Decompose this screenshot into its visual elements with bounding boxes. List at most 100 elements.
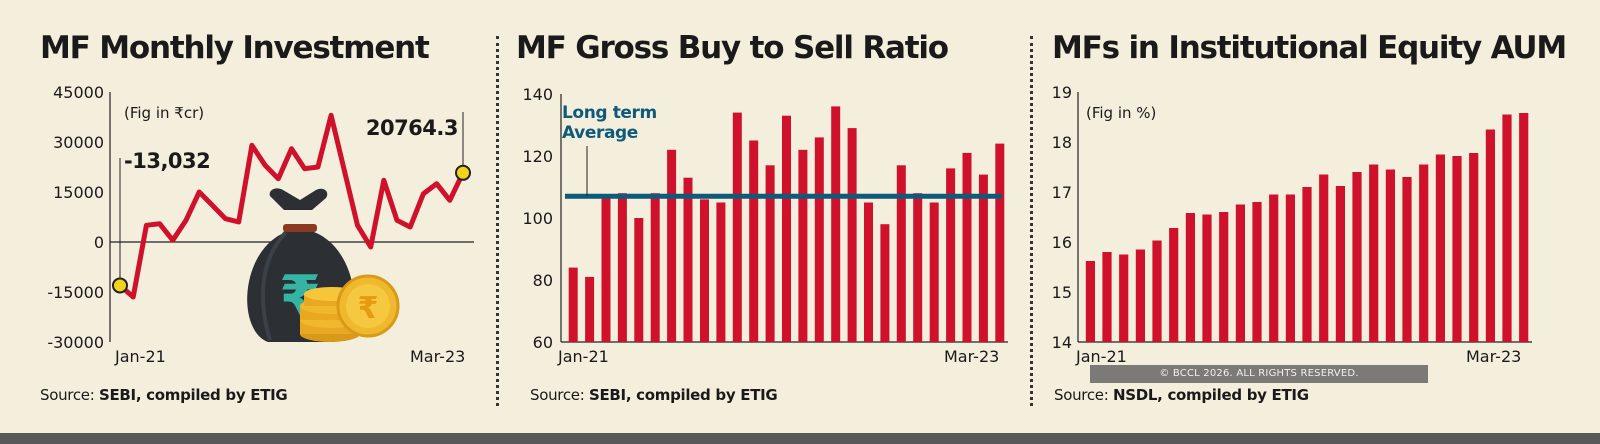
y-tick-label: 19 xyxy=(1052,83,1072,102)
bar xyxy=(568,267,578,342)
panel-divider xyxy=(1030,36,1033,406)
y-tick-label: 45000 xyxy=(53,83,104,102)
bar xyxy=(601,196,611,342)
x-start-label: Jan-21 xyxy=(1075,347,1127,366)
bar xyxy=(1285,194,1295,342)
bar xyxy=(1235,204,1245,342)
y-tick-label: 15000 xyxy=(53,183,104,202)
x-end-label: Mar-23 xyxy=(944,347,999,366)
chart-title: MF Monthly Investment xyxy=(40,30,430,66)
bar xyxy=(1202,214,1212,342)
x-end-label: Mar-23 xyxy=(1466,347,1521,366)
copyright-watermark: © BCCL 2026. ALL RIGHTS RESERVED. xyxy=(1090,365,1428,383)
bar xyxy=(880,224,890,342)
bar xyxy=(1335,186,1345,342)
bar xyxy=(634,218,644,342)
y-tick-label: -15000 xyxy=(47,283,104,302)
y-tick-label: 60 xyxy=(533,333,553,352)
chart-source: Source: SEBI, compiled by ETIG xyxy=(40,386,288,404)
chart-source: Source: NSDL, compiled by ETIG xyxy=(1054,386,1309,404)
panel-equity-aum: MFs in Institutional Equity AUM Source: … xyxy=(1052,0,1592,434)
bar xyxy=(1269,194,1279,342)
reference-label: Long term xyxy=(562,103,657,123)
chart-title: MF Gross Buy to Sell Ratio xyxy=(516,30,949,66)
source-text: SEBI, compiled by ETIG xyxy=(98,386,288,404)
bar xyxy=(1502,114,1512,342)
bottom-bar xyxy=(0,433,1600,444)
y-tick-label: 18 xyxy=(1052,133,1072,152)
bar xyxy=(864,202,873,342)
bar xyxy=(814,137,824,342)
bar xyxy=(617,193,627,342)
svg-text:₹: ₹ xyxy=(358,291,379,326)
bar xyxy=(1469,153,1479,342)
bar xyxy=(650,193,660,342)
bar xyxy=(732,112,742,342)
y-tick-label: 0 xyxy=(94,233,104,252)
y-tick-label: -30000 xyxy=(47,333,104,352)
bar xyxy=(1485,129,1495,342)
bar xyxy=(1119,254,1129,342)
bar xyxy=(585,276,595,342)
bar xyxy=(1369,164,1379,342)
bar xyxy=(1385,169,1395,342)
y-tick-label: 15 xyxy=(1052,283,1072,302)
bar xyxy=(667,149,677,342)
panel-buy-sell-ratio: MF Gross Buy to Sell Ratio Source: SEBI,… xyxy=(516,0,1006,434)
chart-source: Source: SEBI, compiled by ETIG xyxy=(530,386,778,404)
bar xyxy=(847,128,857,342)
panel-monthly-investment: MF Monthly Investment Source: SEBI, comp… xyxy=(40,0,480,434)
bar xyxy=(1302,187,1312,342)
bar xyxy=(1419,164,1429,342)
unit-note: (Fig in %) xyxy=(1086,104,1156,122)
y-tick-label: 16 xyxy=(1052,233,1072,252)
y-tick-label: 80 xyxy=(533,271,553,290)
bar xyxy=(1435,154,1445,342)
bar xyxy=(716,202,726,342)
y-tick-label: 14 xyxy=(1052,333,1072,352)
y-tick-label: 120 xyxy=(522,147,553,166)
x-start-label: Jan-21 xyxy=(114,347,166,366)
x-start-label: Jan-21 xyxy=(557,347,609,366)
annotation-start: -13,032 xyxy=(124,149,210,173)
source-label: Source: xyxy=(530,386,585,404)
bar xyxy=(1102,252,1112,342)
annotation-end: 20764.3 xyxy=(366,116,458,140)
bar xyxy=(1352,172,1362,342)
bar xyxy=(749,140,759,342)
y-tick-label: 30000 xyxy=(53,133,104,152)
chart-title: MFs in Institutional Equity AUM xyxy=(1052,30,1567,66)
bar xyxy=(700,199,709,342)
bar xyxy=(913,193,923,342)
bar xyxy=(1219,212,1229,342)
bar xyxy=(683,177,693,342)
x-end-label: Mar-23 xyxy=(410,347,465,366)
panel-divider xyxy=(496,36,499,406)
bar xyxy=(962,152,972,342)
source-text: SEBI, compiled by ETIG xyxy=(588,386,778,404)
y-tick-label: 140 xyxy=(522,85,553,104)
bar xyxy=(798,149,808,342)
bar xyxy=(946,168,956,342)
bar xyxy=(995,143,1005,342)
bar xyxy=(1519,113,1529,342)
start-marker xyxy=(112,277,128,294)
bar xyxy=(896,165,906,342)
source-label: Source: xyxy=(1054,386,1109,404)
bar xyxy=(1152,240,1162,342)
bar xyxy=(1319,174,1329,342)
bar xyxy=(831,106,841,343)
bar xyxy=(978,174,988,342)
bar xyxy=(782,115,791,342)
source-label: Source: xyxy=(40,386,95,404)
y-tick-label: 100 xyxy=(522,209,553,228)
bar xyxy=(1135,249,1145,342)
coins-icon: ₹ xyxy=(300,274,400,342)
unit-note: (Fig in ₹cr) xyxy=(124,104,204,122)
source-text: NSDL, compiled by ETIG xyxy=(1112,386,1309,404)
bar xyxy=(1402,177,1412,342)
bar xyxy=(1252,202,1262,342)
end-marker xyxy=(455,164,471,181)
bar xyxy=(1085,261,1095,342)
